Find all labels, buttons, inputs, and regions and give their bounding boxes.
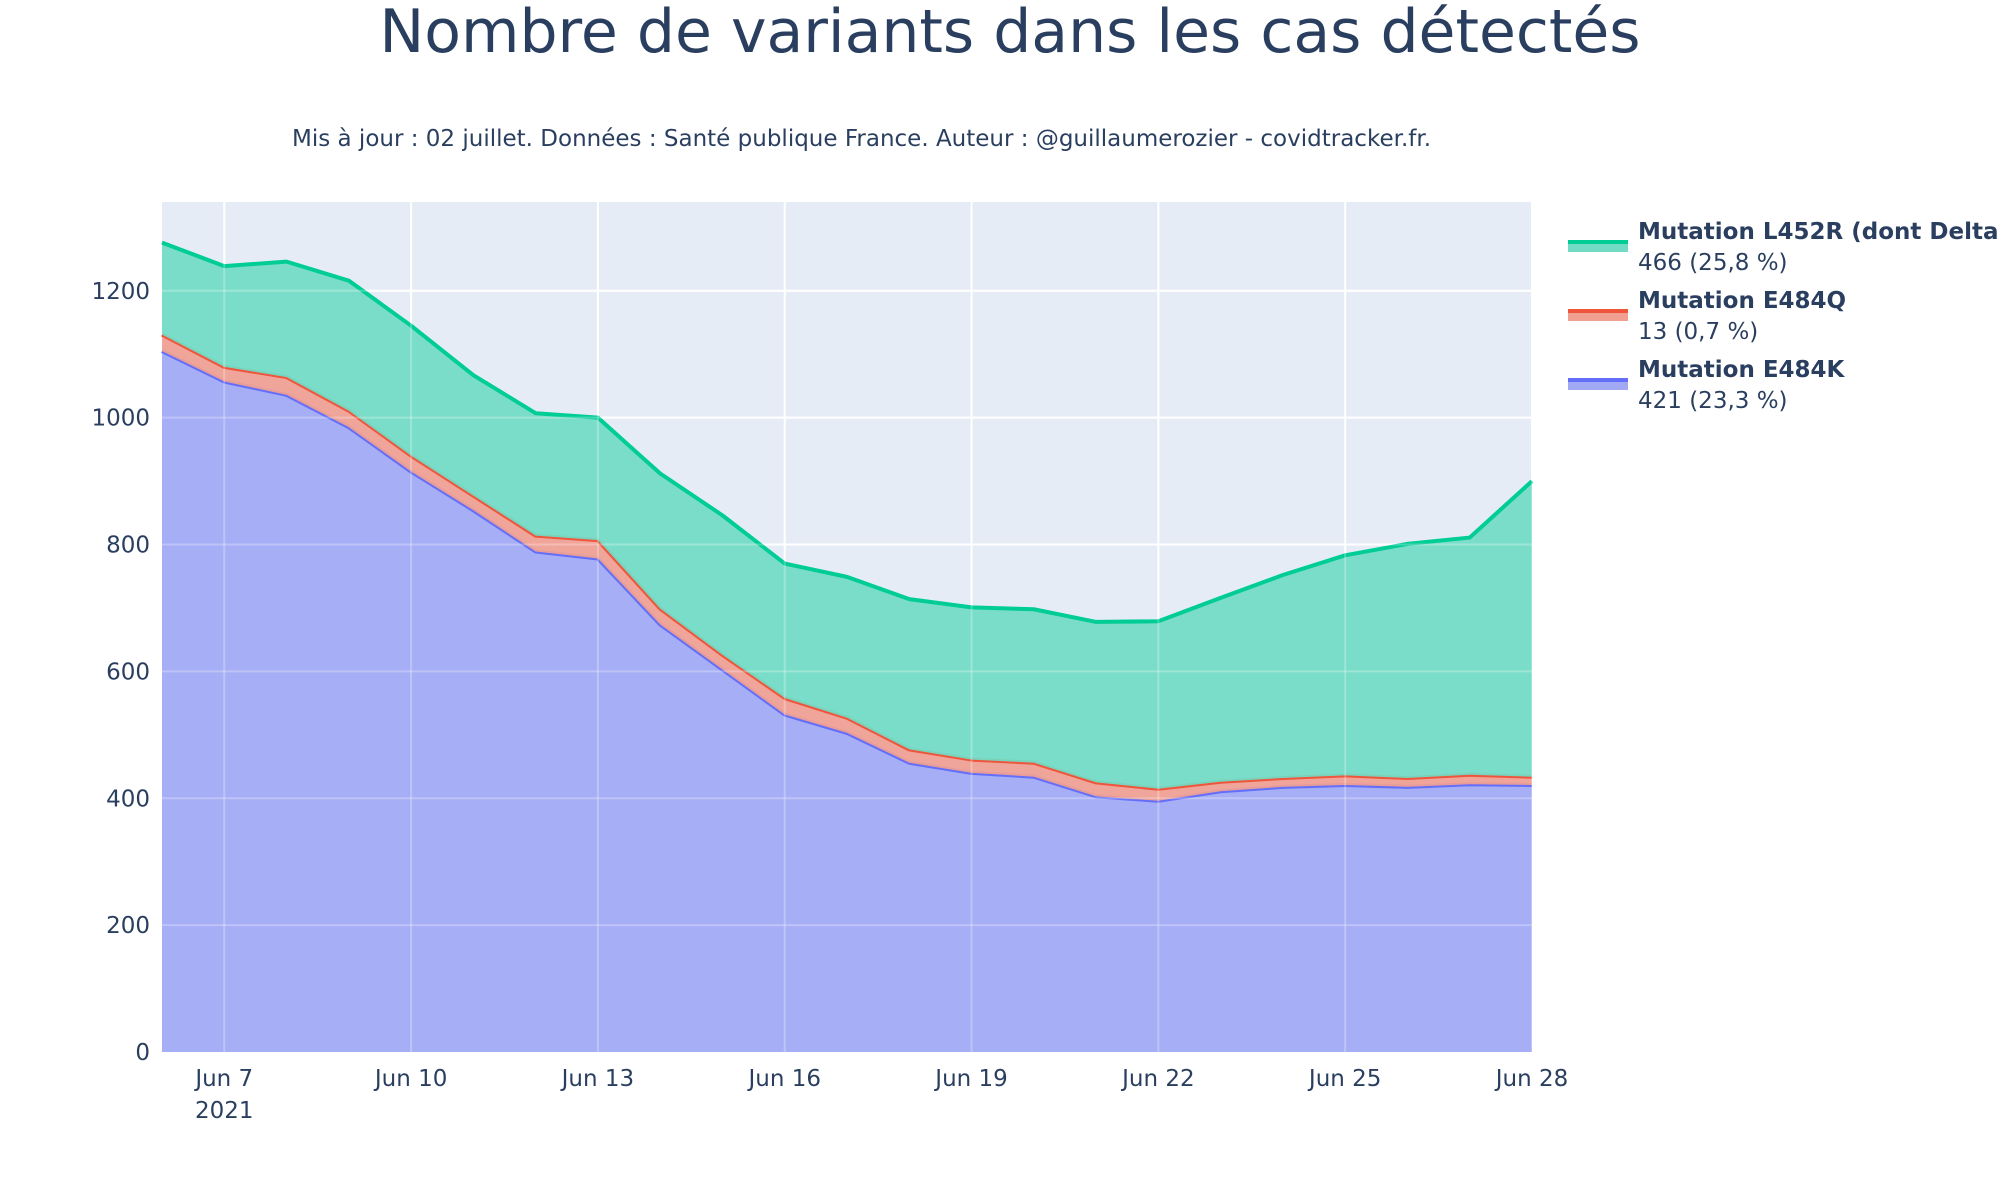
- y-tick-label: 200: [106, 913, 150, 939]
- legend-swatch: [1568, 242, 1628, 252]
- x-tick-label: Jun 22: [1120, 1066, 1195, 1092]
- x-tick-label: Jun 28: [1494, 1066, 1569, 1092]
- y-tick-label: 400: [106, 786, 150, 812]
- legend-value: 466 (25,8 %): [1638, 250, 1788, 276]
- x-tick-label: Jun 10: [373, 1066, 448, 1092]
- x-tick-label: Jun 19: [933, 1066, 1008, 1092]
- y-tick-label: 1200: [91, 279, 150, 305]
- legend-value: 421 (23,3 %): [1638, 388, 1788, 414]
- legend-swatch: [1568, 311, 1628, 321]
- chart-subtitle: Mis à jour : 02 juillet. Données : Santé…: [292, 126, 1431, 152]
- y-tick-label: 1000: [91, 406, 150, 432]
- legend-swatch: [1568, 380, 1628, 390]
- legend-item[interactable]: Mutation E484K 421 (23,3 %): [1568, 357, 1846, 414]
- axes: 0 200 400 600 800 1000 1200 Jun 7 2021 Jun 10 Jun …: [91, 279, 1568, 1124]
- y-tick-label: 800: [106, 533, 150, 559]
- x-tick-sublabel: 2021: [195, 1098, 254, 1124]
- legend-name: Mutation L452R (dont Delta): [1638, 219, 2000, 245]
- legend-value: 13 (0,7 %): [1638, 319, 1758, 345]
- legend-name: Mutation E484Q: [1638, 288, 1846, 314]
- area-series-2: [162, 242, 1532, 789]
- stacked-areas: [161, 202, 1534, 1052]
- area-series-0: [162, 351, 1532, 1052]
- line-series-2: [161, 240, 1534, 624]
- x-tick-label: Jun 7: [193, 1066, 253, 1092]
- legend-name: Mutation E484K: [1638, 357, 1846, 383]
- y-tick-label: 0: [135, 1040, 150, 1066]
- legend-item[interactable]: Mutation E484Q 13 (0,7 %): [1568, 288, 1846, 345]
- legend[interactable]: Mutation L452R (dont Delta)466 (25,8 %)M…: [1568, 219, 2000, 414]
- x-tick-label: Jun 16: [746, 1066, 821, 1092]
- y-tick-label: 600: [106, 659, 150, 685]
- x-tick-label: Jun 25: [1307, 1066, 1382, 1092]
- chart-title: Nombre de variants dans les cas détectés: [379, 0, 1640, 67]
- x-tick-label: Jun 13: [560, 1066, 635, 1092]
- legend-item[interactable]: Mutation L452R (dont Delta) 466 (25,8 %): [1568, 219, 2000, 276]
